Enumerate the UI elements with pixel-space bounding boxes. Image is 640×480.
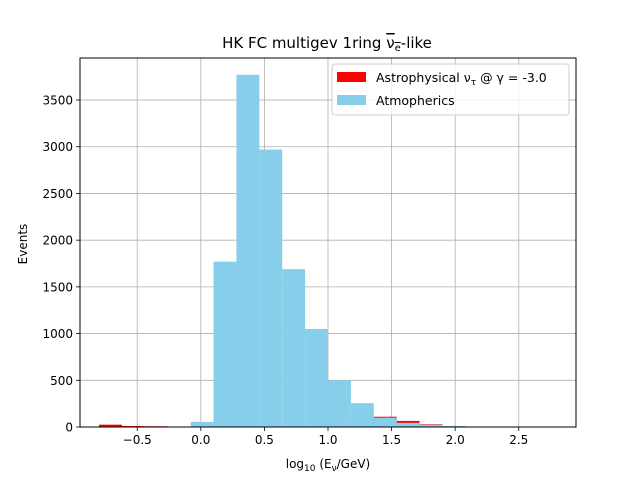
x-tick-label: 0.0 (191, 433, 210, 447)
chart-title: HK FC multigev 1ring νe-like (222, 34, 432, 54)
bar-atmopherics (350, 403, 374, 427)
y-axis-label: Events (16, 224, 30, 265)
title-prefix: HK FC multigev 1ring (222, 34, 386, 52)
ticks: −0.5 0.0 0.5 1.0 1.5 2.0 2.5 0 500 1000 1500 2000 25… (42, 94, 528, 447)
x-tick-label: −0.5 (123, 433, 152, 447)
title-nu: ν (386, 34, 394, 52)
x-tick-label: 1.5 (382, 433, 401, 447)
legend-swatch-astrophysical (337, 72, 366, 82)
bar-atmopherics (419, 424, 443, 427)
x-tick-label: 0.5 (255, 433, 274, 447)
x-tick-label: 2.5 (509, 433, 528, 447)
y-tick-label: 2000 (42, 234, 73, 248)
bar-atmopherics (236, 74, 260, 428)
legend-label-astrophysical: Astrophysical ντ @ γ = -3.0 (376, 70, 547, 88)
legend-label-atmopherics: Atmopherics (376, 93, 455, 108)
bars (99, 74, 489, 428)
bar-atmopherics (305, 328, 328, 427)
y-tick-label: 3000 (42, 140, 73, 154)
y-tick-label: 1000 (42, 327, 73, 341)
bar-atmopherics (373, 417, 397, 427)
title-suffix: -like (401, 34, 432, 52)
bar-astrophysical (99, 424, 122, 427)
bar-atmopherics (328, 380, 351, 427)
bar-atmopherics (259, 149, 283, 427)
bar-atmopherics (190, 421, 214, 427)
y-tick-label: 2500 (42, 187, 73, 201)
bar-atmopherics (396, 422, 420, 427)
legend-box (331, 63, 570, 116)
y-tick-label: 3500 (42, 94, 73, 108)
title-e-sub: e (395, 43, 401, 54)
y-tick-label: 500 (50, 374, 73, 388)
y-tick-label: 0 (65, 421, 73, 435)
bar-atmopherics (213, 261, 237, 427)
x-axis-label: log10 (Eν/GeV) (286, 457, 370, 474)
y-tick-label: 1500 (42, 280, 73, 294)
x-tick-label: 1.0 (318, 433, 337, 447)
bar-atmopherics (282, 269, 306, 427)
legend: Astrophysical ντ @ γ = -3.0 Atmopherics (331, 63, 570, 116)
legend-swatch-atmopherics (337, 95, 366, 105)
x-tick-label: 2.0 (446, 433, 465, 447)
